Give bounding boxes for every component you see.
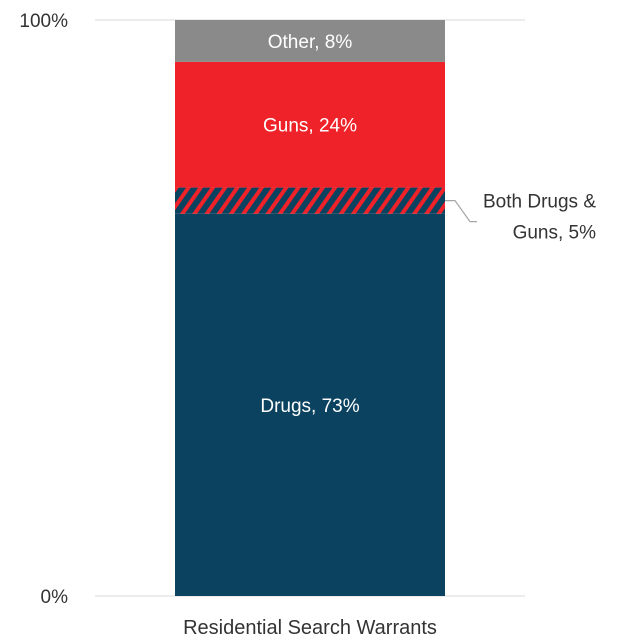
x-category-label: Residential Search Warrants xyxy=(183,617,437,639)
segment-label-guns: Guns, 24% xyxy=(263,116,357,137)
segment-label-drugs: Drugs, 73% xyxy=(260,396,359,417)
y-tick-label-bottom: 0% xyxy=(41,587,69,608)
y-tick-label-top: 100% xyxy=(19,11,68,32)
segment-labels: Drugs, 73% Both Drugs & Guns, 5% Guns, 24% O… xyxy=(260,32,596,417)
bar-segment-drugs xyxy=(175,213,445,596)
bar-segment-both-drugs-guns xyxy=(175,187,445,214)
callout-leader-line xyxy=(445,200,477,223)
segment-label-other: Other, 8% xyxy=(268,32,353,53)
callout-label-line-2: Guns, 5% xyxy=(513,223,597,244)
stacked-bar xyxy=(175,20,445,596)
callout-label-line-1: Both Drugs & xyxy=(483,192,596,213)
bar-segment-guns xyxy=(175,61,445,188)
bar-segment-other xyxy=(175,20,445,62)
